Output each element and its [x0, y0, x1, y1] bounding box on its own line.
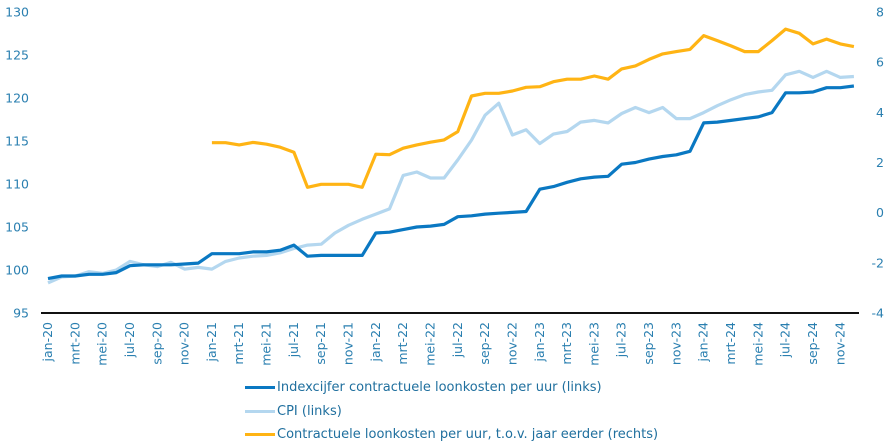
legend: Indexcijfer contractuele loonkosten per …	[245, 376, 658, 447]
x-tick-label: sep-22	[477, 322, 492, 365]
left-tick-label: 100	[5, 263, 29, 278]
left-tick-label: 95	[13, 306, 29, 321]
x-tick-label: mei-22	[422, 322, 437, 366]
x-tick-label: jan-24	[696, 322, 711, 363]
left-tick-label: 105	[5, 220, 29, 235]
left-axis-ticks: 95 100 105 110 115 120 125 130	[5, 5, 29, 321]
x-tick-label: nov-21	[341, 322, 356, 365]
x-tick-label: mrt-22	[395, 322, 410, 365]
right-tick-label: 6	[876, 55, 884, 70]
x-tick-label: jul-23	[614, 322, 629, 358]
right-tick-label: -4	[872, 306, 885, 321]
series-lines	[47, 27, 855, 285]
right-tick-label: -2	[872, 255, 884, 270]
right-axis-ticks: -4 -2 0 2 4 6 8	[872, 5, 885, 321]
right-tick-label: 0	[876, 205, 884, 220]
x-tick-label: jul-22	[450, 322, 465, 358]
x-tick-label: jan-22	[368, 322, 383, 362]
x-tick-label: mrt-23	[559, 322, 574, 365]
legend-swatch-yoy	[245, 433, 275, 437]
right-tick-label: 4	[876, 105, 884, 120]
x-tick-label: mei-23	[586, 322, 601, 366]
left-tick-label: 130	[5, 5, 29, 20]
x-tick-label: jan-23	[532, 322, 547, 362]
left-tick-label: 120	[5, 91, 29, 106]
series-index-line	[47, 84, 855, 281]
x-tick-label: jul-20	[122, 322, 137, 358]
left-tick-label: 115	[5, 134, 29, 149]
legend-swatch-cpi	[245, 409, 275, 413]
x-tick-label: mei-20	[95, 322, 110, 366]
x-tick-label: nov-23	[668, 322, 683, 365]
x-tick-label: mei-24	[750, 322, 765, 366]
legend-item-yoy: Contractuele loonkosten per uur, t.o.v. …	[245, 423, 658, 447]
legend-item-cpi: CPI (links)	[245, 400, 658, 424]
x-tick-label: jan-20	[40, 322, 55, 363]
right-tick-label: 8	[876, 5, 884, 20]
x-tick-label: nov-20	[177, 322, 192, 365]
left-tick-label: 110	[5, 177, 29, 192]
series-yoy-line	[211, 27, 855, 189]
x-tick-label: jan-21	[204, 322, 219, 362]
series-cpi-line	[47, 69, 855, 285]
legend-label: Contractuele loonkosten per uur, t.o.v. …	[277, 427, 659, 443]
legend-label: Indexcijfer contractuele loonkosten per …	[277, 380, 602, 396]
x-tick-label: nov-24	[832, 322, 847, 365]
x-tick-label: mei-21	[259, 322, 274, 366]
x-tick-label: mrt-20	[67, 322, 82, 365]
x-tick-label: nov-22	[504, 322, 519, 365]
x-axis-ticks: jan-20 mrt-20 mei-20 jul-20 sep-20 nov-20 jan-…	[40, 322, 847, 366]
legend-label: CPI (links)	[277, 403, 342, 419]
x-tick-label: sep-23	[641, 322, 656, 365]
right-tick-label: 2	[876, 155, 884, 170]
x-tick-label: mrt-21	[231, 322, 246, 365]
x-tick-label: mrt-24	[723, 322, 738, 365]
x-tick-label: sep-20	[149, 322, 164, 365]
x-tick-label: sep-24	[805, 322, 820, 365]
left-tick-label: 125	[5, 48, 29, 63]
legend-swatch-index	[245, 386, 275, 390]
legend-item-index: Indexcijfer contractuele loonkosten per …	[245, 376, 658, 400]
x-tick-label: jul-24	[778, 322, 793, 358]
x-tick-label: sep-21	[313, 322, 328, 365]
x-tick-label: jul-21	[286, 322, 301, 358]
